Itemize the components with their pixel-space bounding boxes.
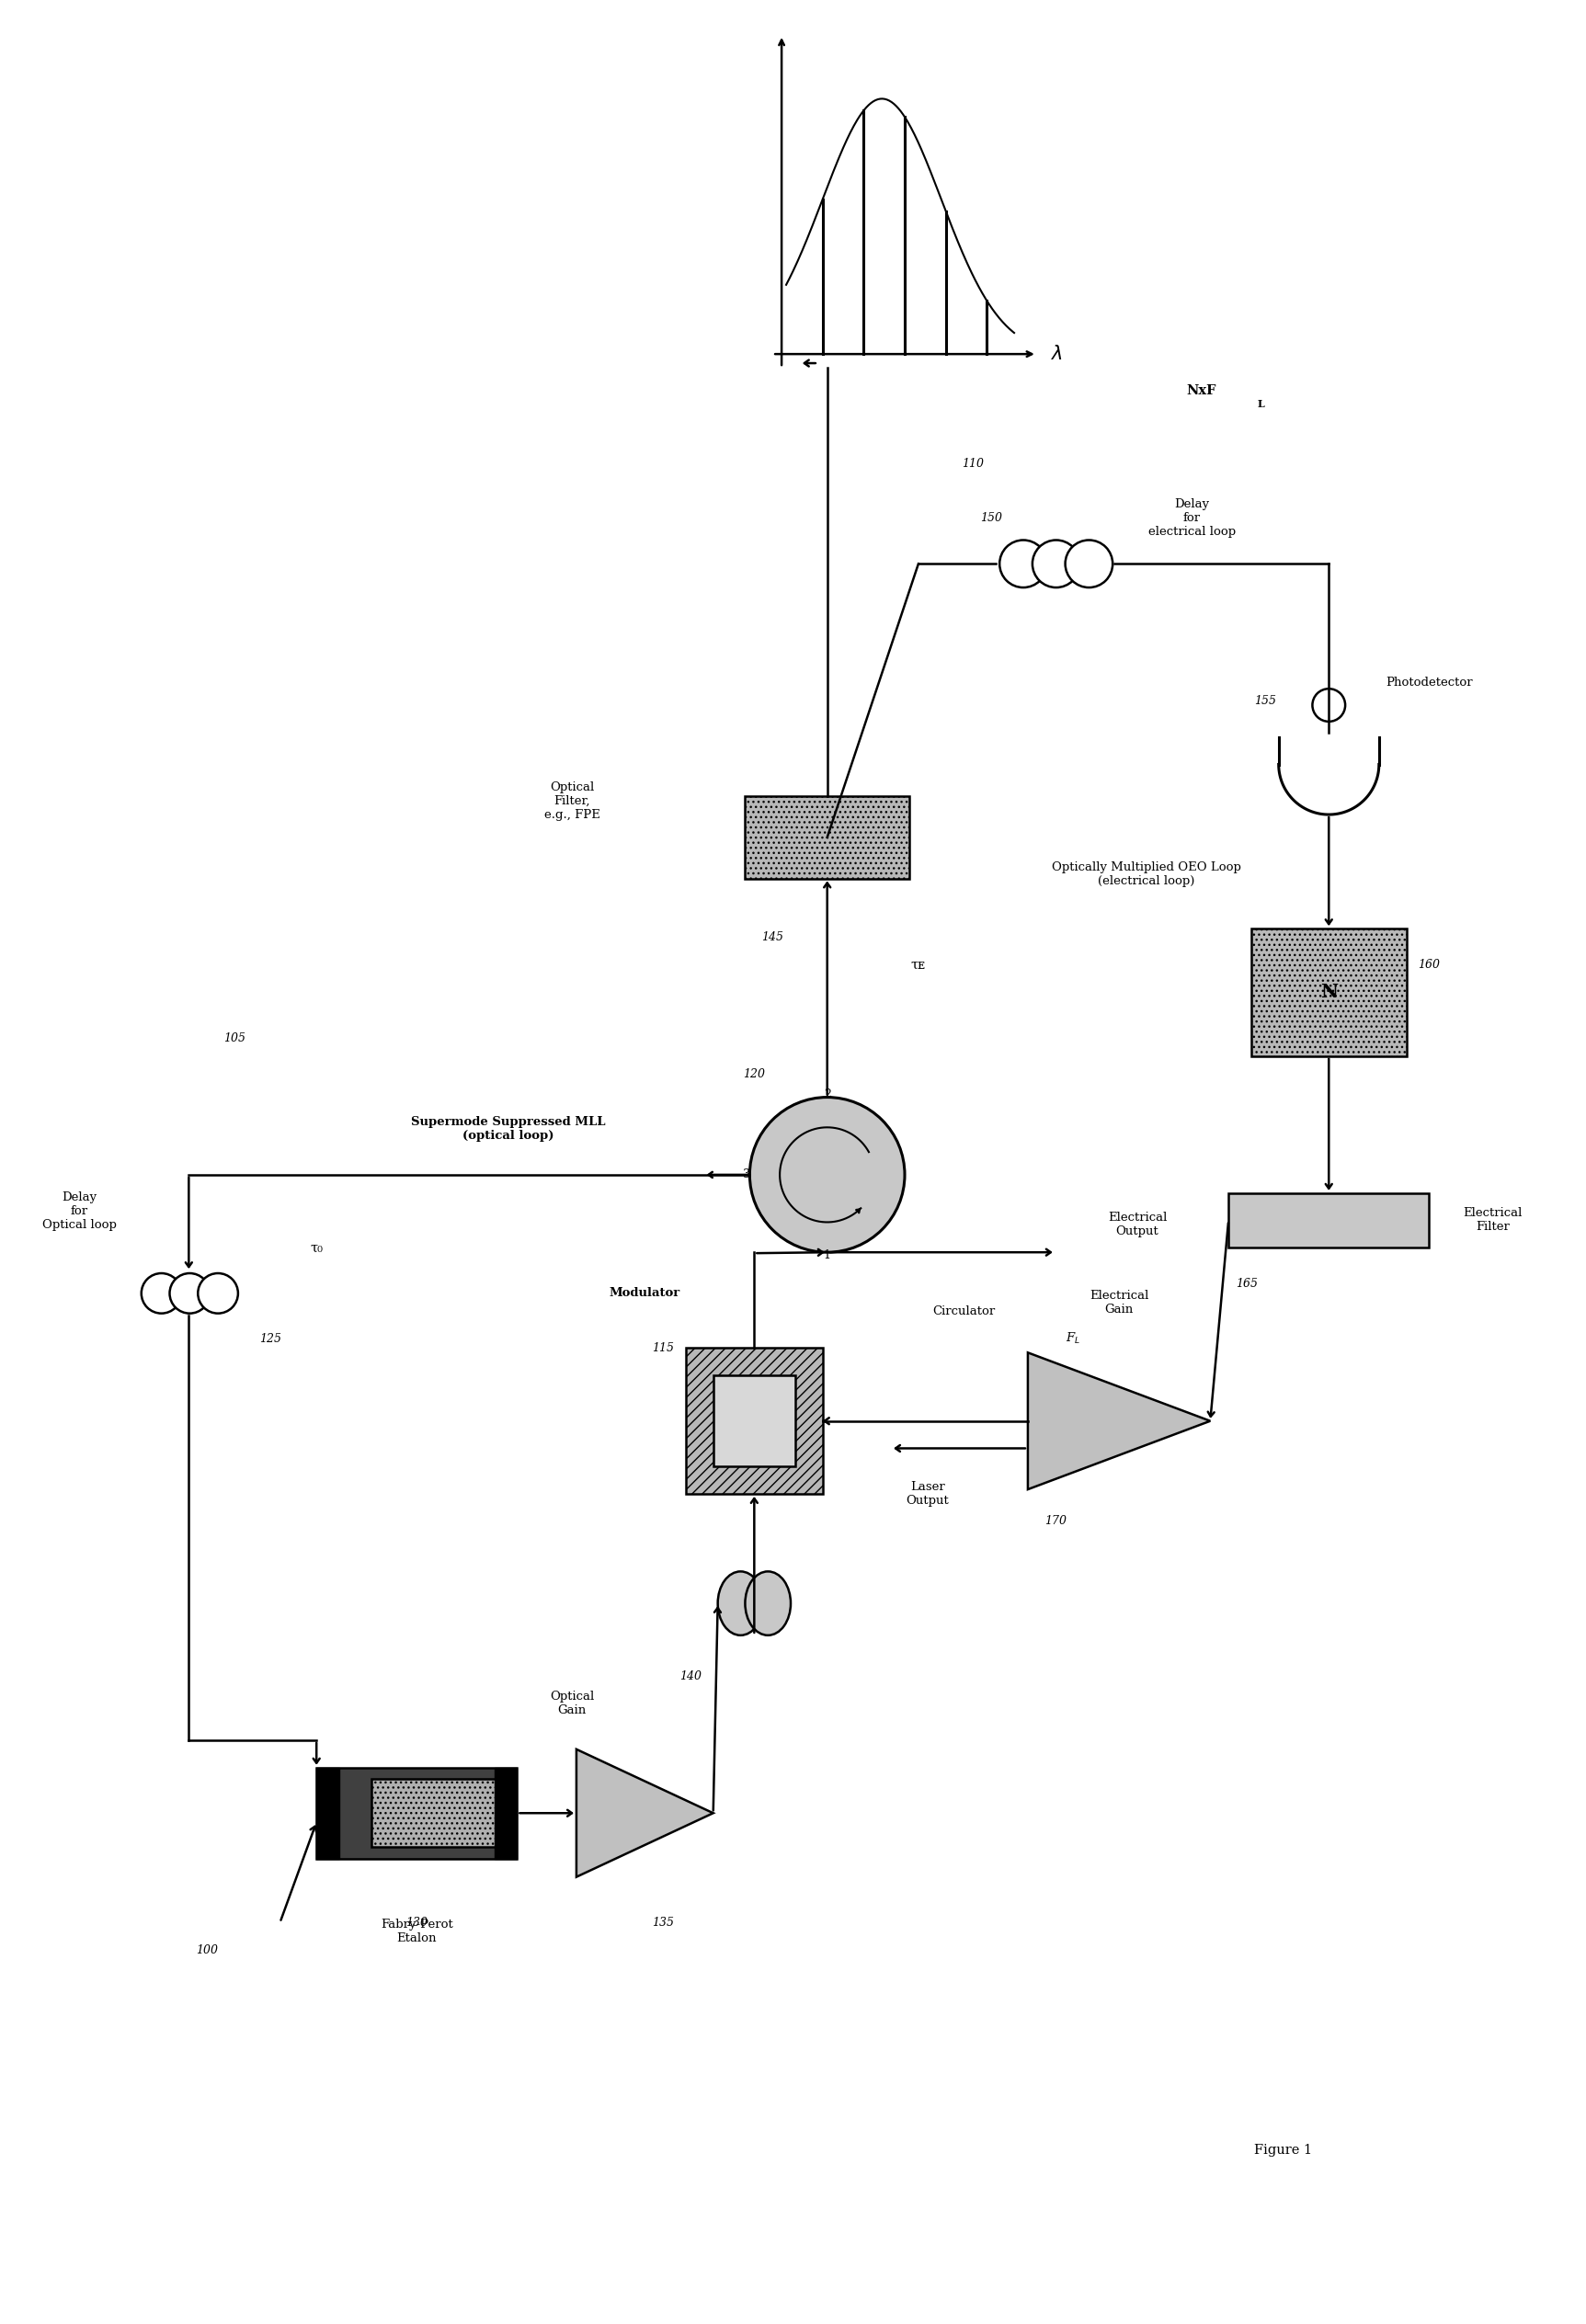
Text: N: N (1320, 983, 1337, 1002)
Text: 1: 1 (823, 1248, 831, 1262)
Text: Figure 1: Figure 1 (1255, 2145, 1312, 2157)
Text: 150: 150 (980, 511, 1002, 525)
Text: Optical
Filter,
e.g., FPE: Optical Filter, e.g., FPE (544, 781, 600, 820)
Text: 2: 2 (823, 1088, 831, 1102)
Text: Delay
for
electrical loop: Delay for electrical loop (1148, 497, 1235, 537)
Bar (685, 1348, 823, 1494)
Text: 130: 130 (406, 1917, 428, 1929)
Text: 125: 125 (260, 1334, 282, 1346)
Text: Electrical
Output: Electrical Output (1107, 1213, 1167, 1239)
Text: Laser
Output: Laser Output (906, 1480, 948, 1506)
Bar (317, 1769, 339, 1859)
Text: 110: 110 (963, 458, 985, 469)
Text: 155: 155 (1255, 695, 1277, 706)
Text: NxF: NxF (1186, 383, 1216, 397)
Text: F$_L$: F$_L$ (1066, 1332, 1080, 1346)
Bar (371, 1778, 500, 1848)
Bar (714, 1376, 795, 1466)
Circle shape (1312, 688, 1345, 720)
Bar (1251, 930, 1407, 1055)
Text: 120: 120 (744, 1069, 766, 1081)
Text: Modulator: Modulator (609, 1287, 680, 1299)
Ellipse shape (745, 1571, 791, 1636)
Text: 3: 3 (744, 1169, 750, 1181)
Text: Fabry-Perot
Etalon: Fabry-Perot Etalon (381, 1920, 454, 1945)
Text: $\lambda$: $\lambda$ (1050, 344, 1063, 363)
Text: Circulator: Circulator (933, 1306, 996, 1318)
Text: 100: 100 (197, 1943, 217, 1957)
Text: 170: 170 (1044, 1515, 1066, 1527)
Circle shape (1066, 539, 1113, 588)
Text: Optical
Gain: Optical Gain (550, 1692, 595, 1717)
Circle shape (1032, 539, 1080, 588)
Text: 165: 165 (1235, 1278, 1258, 1290)
Text: τᴇ: τᴇ (910, 957, 926, 971)
Polygon shape (576, 1750, 714, 1878)
Circle shape (141, 1274, 181, 1313)
Circle shape (170, 1274, 209, 1313)
Circle shape (198, 1274, 238, 1313)
Text: 115: 115 (652, 1341, 674, 1355)
Text: Electrical
Gain: Electrical Gain (1090, 1290, 1148, 1315)
Text: 140: 140 (679, 1671, 701, 1683)
Text: 135: 135 (652, 1917, 674, 1929)
Polygon shape (1028, 1353, 1210, 1490)
Ellipse shape (718, 1571, 763, 1636)
Text: 105: 105 (224, 1032, 246, 1043)
Text: Delay
for
Optical loop: Delay for Optical loop (43, 1192, 116, 1232)
Text: L: L (1258, 400, 1264, 409)
Bar (317, 1769, 517, 1859)
Bar (745, 797, 909, 878)
Bar (495, 1769, 517, 1859)
Text: Electrical
Filter: Electrical Filter (1464, 1208, 1523, 1234)
Bar (1229, 1192, 1429, 1248)
Text: Photodetector: Photodetector (1386, 676, 1473, 688)
Circle shape (750, 1097, 904, 1253)
Text: Supermode Suppressed MLL
(optical loop): Supermode Suppressed MLL (optical loop) (411, 1116, 606, 1141)
Text: τ₀: τ₀ (309, 1241, 324, 1255)
Text: Optically Multiplied OEO Loop
(electrical loop): Optically Multiplied OEO Loop (electrica… (1052, 860, 1242, 888)
Text: 145: 145 (761, 932, 783, 944)
Circle shape (999, 539, 1047, 588)
Text: 160: 160 (1418, 960, 1440, 971)
